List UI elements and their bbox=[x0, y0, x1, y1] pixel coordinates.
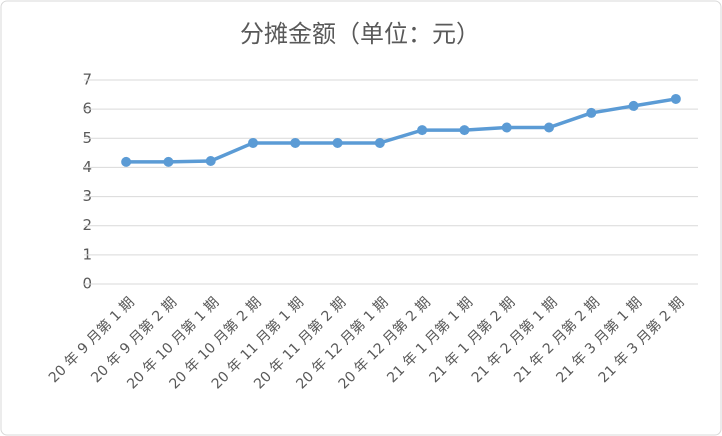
data-point bbox=[332, 137, 343, 148]
data-point bbox=[121, 156, 132, 167]
data-point bbox=[628, 100, 639, 111]
data-point bbox=[544, 122, 554, 133]
data-line bbox=[126, 97, 677, 164]
data-point bbox=[670, 93, 681, 104]
chart-title: 分摊金额（单位：元） bbox=[240, 20, 480, 48]
data-point bbox=[248, 137, 258, 148]
data-point bbox=[290, 137, 301, 148]
data-point bbox=[163, 156, 174, 167]
data-point bbox=[501, 122, 512, 133]
data-point bbox=[459, 125, 470, 136]
data-point bbox=[417, 125, 428, 136]
data-point bbox=[586, 107, 597, 118]
data-point bbox=[374, 137, 385, 148]
data-point bbox=[205, 156, 216, 167]
